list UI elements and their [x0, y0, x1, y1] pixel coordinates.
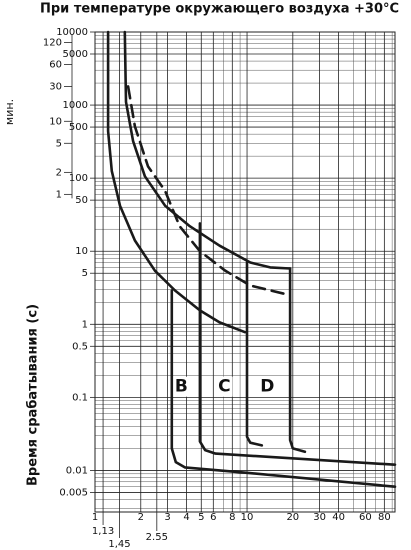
annotation-bg — [173, 376, 190, 397]
y-tick-label: 10000 — [56, 27, 88, 38]
x-tick-label: 1,13 — [92, 526, 114, 537]
x-tick-label: 30 — [313, 512, 326, 523]
y2-tick-label: 10 — [49, 116, 62, 127]
x-tick-label: 4 — [183, 512, 189, 523]
trip-curve — [170, 289, 397, 489]
y2-tick-label: 5 — [56, 138, 62, 149]
annotation-bg — [216, 376, 233, 397]
trip-curve — [288, 267, 307, 454]
y-tick-label: 0.5 — [72, 341, 88, 352]
annotation: D — [260, 377, 274, 397]
y-tick-label: 100 — [69, 173, 88, 184]
y-tick-label: 0.1 — [72, 392, 88, 403]
x-tick-label: 1 — [92, 512, 98, 523]
trip-curve — [126, 85, 292, 297]
x-tick-label: 1,45 — [108, 539, 130, 550]
y-tick-label: 5 — [82, 268, 88, 279]
trip-curve — [123, 30, 292, 270]
y-tick-label: 5000 — [63, 49, 88, 60]
y-tick-label: 1 — [82, 319, 88, 330]
y2-axis-title: мин. — [3, 99, 16, 125]
annotation-bg — [259, 376, 276, 397]
plot-area — [94, 31, 396, 513]
annotation: B — [175, 377, 188, 397]
trip-curve — [106, 30, 247, 334]
y2-tick-label: 120 — [43, 37, 62, 48]
y-tick-label: 10 — [75, 246, 88, 257]
y-tick-label: 500 — [69, 122, 88, 133]
y2-tick-label: 30 — [49, 81, 62, 92]
chart-title: При температуре окружающего воздуха +30°… — [40, 2, 399, 17]
y2-tick-label: 1 — [56, 189, 62, 200]
y-axis-title: Время срабатывания (с) — [26, 304, 41, 486]
x-tick-label: 20 — [286, 512, 299, 523]
x-tick-label: 2 — [138, 512, 144, 523]
y-tick-label: 0.01 — [66, 465, 88, 476]
x-tick-label: 40 — [332, 512, 345, 523]
y-tick-label: 0.005 — [59, 487, 88, 498]
trip-curve — [198, 222, 397, 467]
x-tick-label: 6 — [210, 512, 216, 523]
x-tick-label: 8 — [229, 512, 235, 523]
y-tick-label: 1000 — [63, 100, 88, 111]
y2-tick-label: 60 — [49, 59, 62, 70]
y-tick-label: 50 — [75, 195, 88, 206]
plot-frame — [94, 31, 396, 513]
x-tick-label: 80 — [378, 512, 391, 523]
y2-tick-label: 2 — [56, 167, 62, 178]
annotation: C — [218, 377, 230, 397]
x-tick-label: 60 — [359, 512, 372, 523]
x-tick-label: 10 — [241, 512, 254, 523]
x-tick-label: 3 — [164, 512, 170, 523]
trip-curve — [245, 261, 264, 447]
x-tick-label: 5 — [198, 512, 204, 523]
x-tick-label: 2.55 — [146, 532, 168, 543]
